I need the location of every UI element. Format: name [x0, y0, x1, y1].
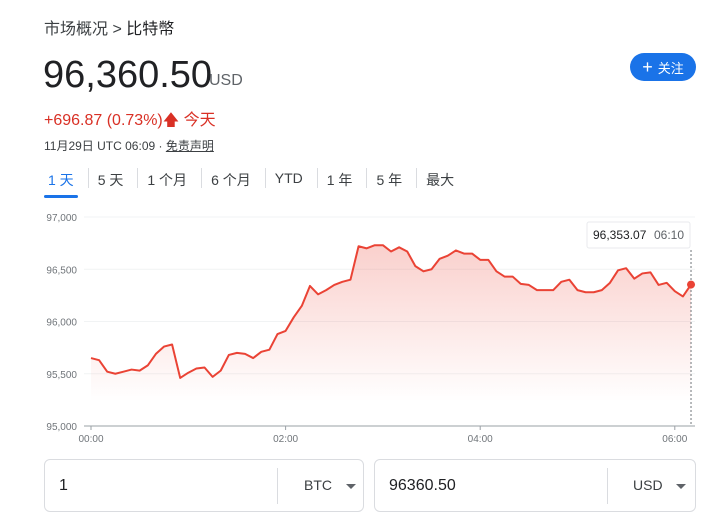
tab-0[interactable]: 1 天 [38, 166, 84, 198]
price-value: 96,360.50 [43, 54, 213, 96]
tooltip-time: 06:10 [654, 228, 684, 242]
converter-from: 1 BTC [44, 459, 364, 512]
converter-to: 96360.50 USD [374, 459, 696, 512]
breadcrumb-current: 比特幣 [126, 21, 175, 38]
price-line [90, 244, 692, 379]
breadcrumb: 市场概况 > 比特幣 [44, 15, 174, 39]
tab-2[interactable]: 1 个月 [137, 166, 197, 198]
y-tick-label: 95,500 [46, 370, 77, 381]
x-tick-label: 04:00 [468, 434, 493, 445]
tab-1[interactable]: 5 天 [87, 166, 134, 198]
tab-4[interactable]: YTD [264, 166, 313, 198]
price-currency: USD [209, 72, 243, 89]
price-change: +696.87 (0.73%)🡅 今天 [44, 106, 216, 136]
y-tick-label: 96,000 [46, 318, 77, 329]
to-unit-select[interactable]: USD [633, 477, 663, 493]
disclaimer-link[interactable]: 免责声明 [165, 139, 214, 153]
x-tick-label: 02:00 [273, 434, 298, 445]
arrow-up-icon: 🡅 [162, 112, 180, 129]
x-tick-label: 06:00 [662, 434, 687, 445]
y-tick-label: 95,000 [46, 422, 77, 433]
tab-7[interactable]: 最大 [416, 166, 464, 198]
tab-3[interactable]: 6 个月 [201, 166, 261, 198]
timestamp: 11月29日 UTC 06:09 · 免责声明 [44, 137, 214, 154]
x-tick-label: 00:00 [78, 434, 103, 445]
follow-button[interactable]: + 关注 [630, 53, 696, 81]
to-amount-input[interactable]: 96360.50 [389, 477, 456, 494]
plus-icon: + [642, 57, 653, 77]
tab-5[interactable]: 1 年 [316, 166, 363, 198]
timestamp-text: 11月29日 UTC 06:09 · [44, 139, 166, 153]
breadcrumb-separator: > [112, 21, 122, 38]
change-period: 今天 [183, 112, 216, 129]
tooltip-value: 96,353.07 [593, 228, 647, 242]
change-text: +696.87 (0.73%) [44, 112, 163, 129]
divider [277, 468, 278, 504]
from-unit-select[interactable]: BTC [304, 477, 332, 493]
from-amount-input[interactable]: 1 [59, 477, 68, 494]
current-point [687, 280, 696, 289]
tab-6[interactable]: 5 年 [366, 166, 412, 198]
chevron-down-icon[interactable] [346, 484, 356, 489]
y-tick-label: 96,500 [46, 265, 77, 276]
follow-label: 关注 [657, 60, 684, 76]
breadcrumb-parent[interactable]: 市场概况 [44, 21, 109, 38]
divider [607, 468, 608, 504]
price-area [91, 245, 692, 402]
y-tick-label: 97,000 [46, 213, 77, 224]
chevron-down-icon[interactable] [676, 484, 686, 489]
tooltip-box [586, 221, 691, 249]
